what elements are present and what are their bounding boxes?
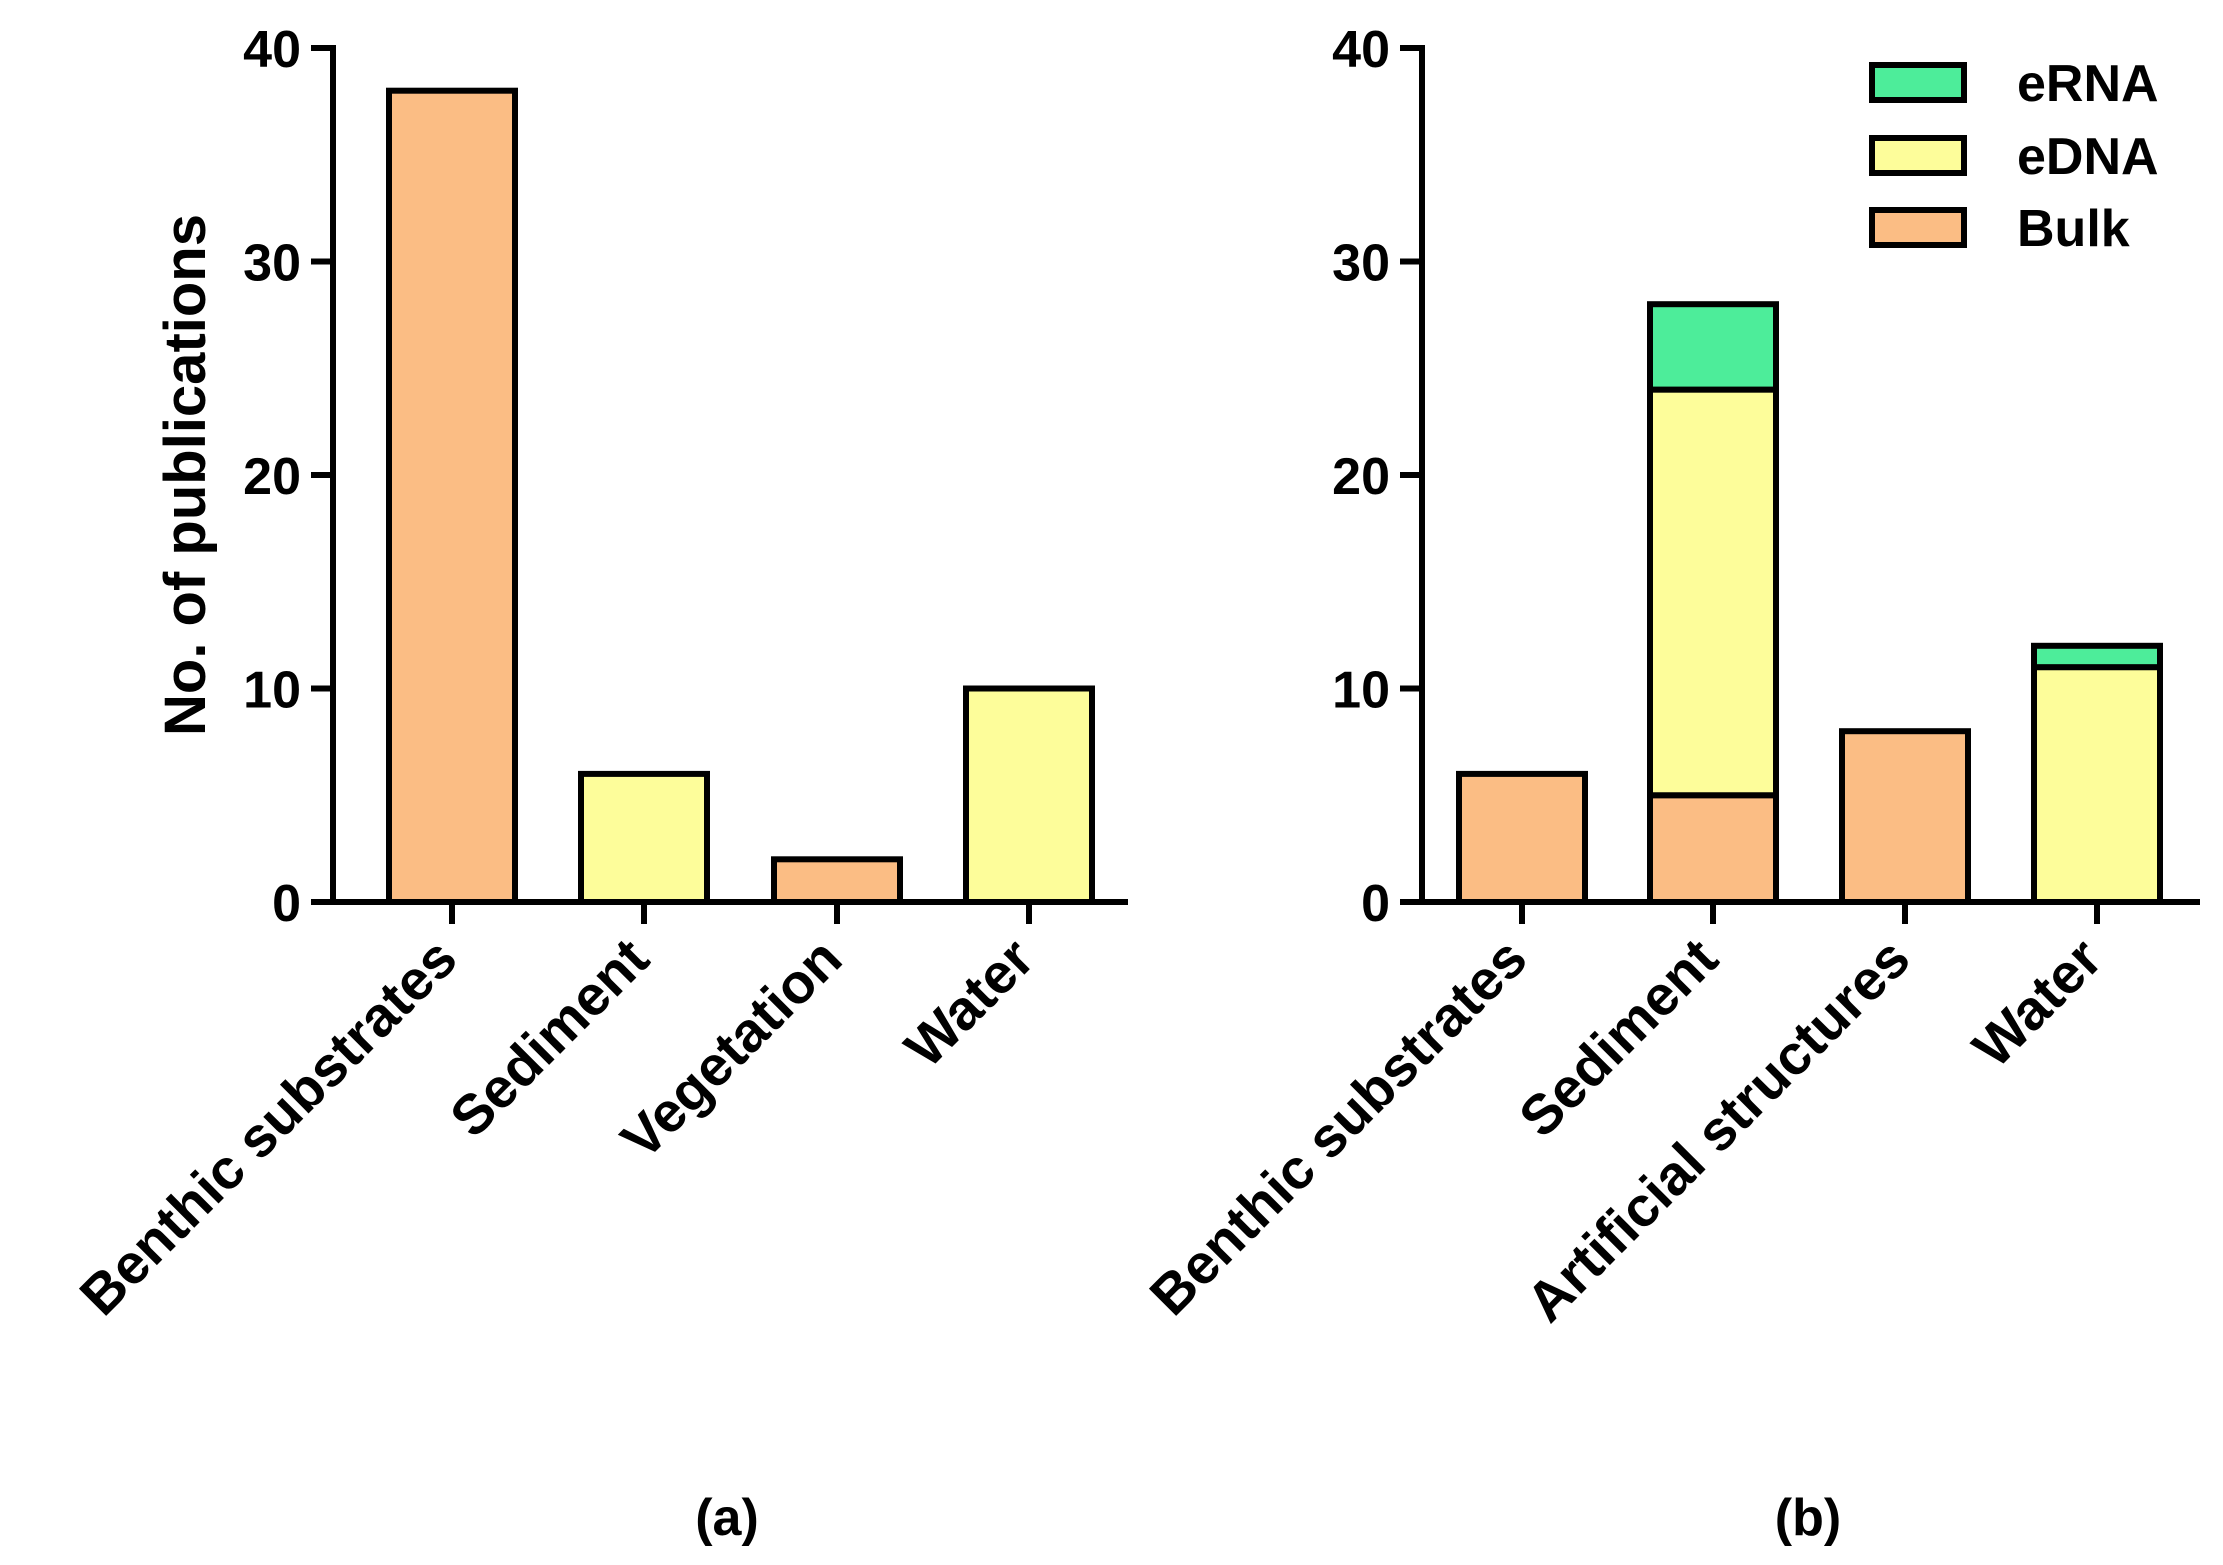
x-category-label: Water [892, 926, 1045, 1079]
panel-b-bars [1456, 301, 2163, 906]
x-category-label: Artificial structures [1514, 926, 1922, 1334]
bar [578, 770, 710, 906]
legend-swatch-bulk [1869, 207, 1967, 248]
bar-segment-erna [2031, 642, 2163, 671]
y-tick-label: 40 [243, 21, 301, 79]
y-tick-label: 30 [243, 235, 301, 293]
legend-swatch-edna [1869, 135, 1967, 176]
legend-label-edna: eDNA [2017, 128, 2159, 186]
bar-segment-bulk [1647, 792, 1779, 905]
bar [963, 685, 1095, 905]
y-tick-label: 0 [272, 875, 301, 933]
bar-segment-edna [1647, 386, 1779, 799]
legend-label-erna: eRNA [2017, 55, 2159, 113]
panel-a: No. of publications 0 10 20 30 40 Benthic sub… [67, 21, 1128, 1547]
bar [771, 856, 903, 905]
y-tick-label: 20 [243, 448, 301, 506]
bar-segment-bulk [1839, 728, 1971, 906]
panel-a-bars [386, 87, 1095, 906]
legend-swatch-erna [1869, 62, 1967, 103]
legend-label-bulk: Bulk [2017, 200, 2130, 258]
x-category-label: Water [1960, 926, 2113, 1079]
y-tick-label: 0 [1361, 875, 1390, 933]
y-tick-label: 10 [1332, 662, 1390, 720]
y-tick-label: 20 [1332, 448, 1390, 506]
y-axis-title: No. of publications [153, 214, 218, 736]
y-tick-label: 10 [243, 662, 301, 720]
legend: eRNA eDNA Bulk [1869, 55, 2159, 258]
x-category-label: Benthic substrates [1137, 926, 1538, 1327]
bar [386, 87, 518, 905]
y-tick-label: 40 [1332, 21, 1390, 79]
bar-segment-bulk [1456, 770, 1588, 906]
bar-segment-erna [1647, 301, 1779, 393]
panel-a-label: (a) [695, 1489, 759, 1547]
bar-segment-edna [2031, 664, 2163, 906]
panel-b-label: (b) [1775, 1489, 1841, 1547]
x-category-label: Benthic substrates [67, 926, 468, 1327]
y-tick-label: 30 [1332, 235, 1390, 293]
